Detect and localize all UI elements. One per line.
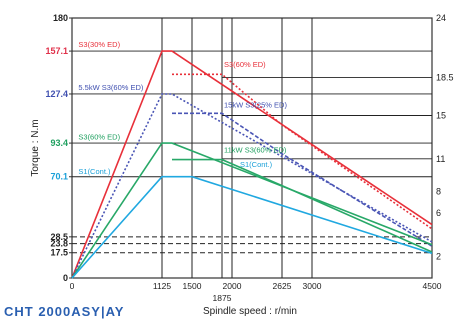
y-tick-left-4: 70.1 [50,172,68,182]
y-tick-right-4: 8 [436,186,441,196]
x-tick-3: 1875 [213,293,232,303]
series-annotation-6: 11kW S3(60% ED) [224,145,287,154]
series-annotation-5: 15kW S3(25% ED) [224,101,287,110]
series-annotation-3: S1(Cont.) [78,167,111,176]
x-tick-7: 4500 [423,281,442,291]
y-tick-left-3: 28.5 [50,232,68,242]
model-name: CHT 2000ASY|AY [4,304,125,319]
x-tick-1: 1125 [153,281,172,291]
series-annotation-1: 5.5kW S3(60% ED) [78,83,144,92]
series-line-2 [71,93,433,279]
y-tick-left-6: 127.4 [45,89,68,99]
y-tick-left-8: 180 [53,13,68,23]
series-annotation-2: S3(60% ED) [78,132,120,141]
y-axis-title: Torque : N.m [30,119,41,176]
y-tick-right-2: 15 [436,111,446,121]
y-tick-right-6: 2 [436,251,441,261]
y-tick-right-5: 6 [436,208,441,218]
y-tick-left-2: 23.8 [50,239,68,249]
plot-frame [71,17,433,279]
y-tick-right-0: 24 [436,13,446,23]
y-tick-right-3: 11 [436,154,445,164]
x-tick-2: 1500 [183,281,202,291]
series-line-6 [71,175,433,279]
series-annotation-7: S1(Cont.) [240,160,273,169]
series-line-3 [172,112,433,247]
series-line-5 [172,158,433,253]
series-annotation-4: S3(60% ED) [224,60,266,69]
x-axis-title: Spindle speed : r/min [203,306,297,317]
y-tick-left-7: 157.1 [45,46,68,56]
series-line-1 [172,73,433,230]
y-tick-right-1: 18.5 [436,73,454,83]
y-tick-left-0: 0 [63,273,68,283]
y-tick-left-1: 17.5 [50,248,68,258]
x-tick-6: 3000 [303,281,322,291]
x-tick-0: 0 [70,281,75,291]
y-tick-left-5: 93.4 [50,138,68,148]
x-tick-5: 2625 [273,281,292,291]
x-tick-4: 2000 [223,281,242,291]
series-annotation-0: S3(30% ED) [78,40,120,49]
